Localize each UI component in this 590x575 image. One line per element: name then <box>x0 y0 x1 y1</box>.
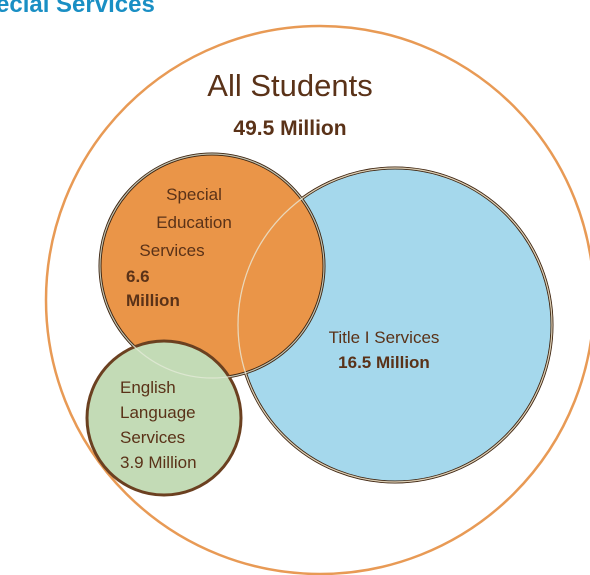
title-one-label: Title I Services <box>329 328 440 347</box>
special-education-value-line-1: 6.6 <box>126 267 150 286</box>
english-language-value: 3.9 Million <box>120 453 197 472</box>
english-language-label-line-1: English <box>120 378 176 397</box>
special-education-label-line-2: Education <box>156 213 232 232</box>
title-one-value: 16.5 Million <box>338 353 430 372</box>
all-students-label: All Students <box>207 68 372 103</box>
english-language-label-line-3: Services <box>120 428 185 447</box>
special-education-label-line-1: Special <box>166 185 222 204</box>
special-education-label-line-3: Services <box>139 241 204 260</box>
special-education-value-line-2: Million <box>126 291 180 310</box>
english-language-label-line-2: Language <box>120 403 196 422</box>
all-students-value: 49.5 Million <box>233 117 346 140</box>
